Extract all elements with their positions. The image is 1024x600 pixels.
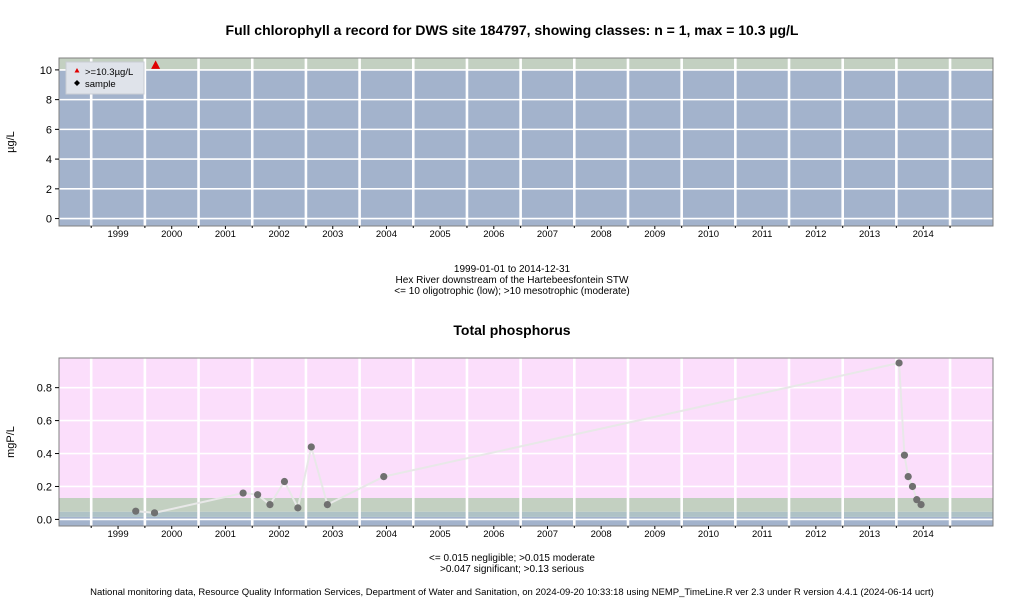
tp-series-line — [135, 361, 922, 514]
chl-x-tick-label: 2010 — [698, 229, 719, 240]
chl-y-tick-label: 2 — [46, 184, 52, 196]
tp-x-tick-label: 2012 — [805, 529, 826, 540]
chl-legend-label: sample — [85, 79, 116, 90]
tp-data-point — [917, 500, 925, 509]
chart1-caption-line: <= 10 oligotrophic (low); >10 mesotrophi… — [394, 286, 630, 297]
tp-y-tick-label: 0.2 — [37, 481, 52, 493]
chl-x-tick-label: 2008 — [591, 229, 612, 240]
tp-data-point — [380, 472, 388, 481]
tp-x-tick-label: 2010 — [698, 529, 719, 540]
chl-y-tick-label: 0 — [46, 214, 52, 226]
tp-y-tick-label: 0.6 — [37, 416, 52, 428]
chart2-caption-line: >0.047 significant; >0.13 serious — [440, 564, 584, 575]
chl-x-tick-label: 1999 — [107, 229, 128, 240]
tp-data-point — [323, 500, 331, 509]
tp-class-band — [59, 516, 993, 526]
chl-data-point — [151, 60, 161, 69]
tp-x-tick-label: 1999 — [107, 529, 128, 540]
chl-legend-label: >=10.3µg/L — [85, 67, 133, 78]
chl-x-tick-label: 2006 — [483, 229, 504, 240]
footer-credit: National monitoring data, Resource Quali… — [90, 587, 934, 598]
chl-y-tick-label: 8 — [46, 95, 52, 107]
chl-x-tick-label: 2009 — [644, 229, 665, 240]
tp-x-tick-label: 2004 — [376, 529, 397, 540]
tp-x-tick-label: 2014 — [913, 529, 934, 540]
tp-data-point — [239, 489, 247, 497]
tp-y-tick-label: 0.4 — [37, 449, 52, 461]
tp-x-tick-label: 2008 — [591, 529, 612, 540]
chl-y-tick-label: 10 — [40, 65, 52, 77]
tp-x-tick-label: 2003 — [322, 529, 343, 540]
chl-y-axis-label: µg/L — [5, 131, 17, 153]
tp-x-tick-label: 2013 — [859, 529, 880, 540]
chl-x-tick-label: 2002 — [269, 229, 290, 240]
chart2-caption: <= 0.015 negligible; >0.015 moderate >0.… — [0, 553, 1024, 575]
chl-y-tick-label: 4 — [46, 154, 52, 166]
tp-class-band — [59, 498, 993, 512]
chl-y-tick-label: 6 — [46, 124, 52, 136]
tp-data-point — [132, 507, 140, 515]
tp-x-tick-label: 2009 — [644, 529, 665, 540]
chl-x-tick-label: 2000 — [161, 229, 182, 240]
tp-data-point — [294, 504, 302, 512]
chl-legend-triangle-marker — [74, 68, 80, 73]
tp-x-tick-label: 2007 — [537, 529, 558, 540]
chl-x-tick-label: 2012 — [805, 229, 826, 240]
tp-data-point — [904, 472, 912, 481]
tp-data-point — [150, 509, 159, 517]
tp-x-tick-label: 2006 — [483, 529, 504, 540]
tp-x-tick-label: 2001 — [215, 529, 236, 540]
tp-x-tick-label: 2002 — [269, 529, 290, 540]
chl-class-band — [59, 69, 993, 227]
chart2-title: Total phosphorus — [453, 322, 571, 338]
tp-data-point — [908, 482, 917, 491]
chart1-caption: 1999-01-01 to 2014-12-31 Hex River downs… — [0, 264, 1024, 297]
tp-y-tick-label: 0.8 — [37, 383, 52, 395]
chl-x-tick-label: 2013 — [859, 229, 880, 240]
tp-y-axis-label: mgP/L — [5, 426, 17, 458]
chart1-caption-line: 1999-01-01 to 2014-12-31 — [453, 264, 571, 275]
tp-x-tick-label: 2005 — [430, 529, 451, 540]
chl-legend-diamond-marker — [74, 80, 80, 86]
tp-x-tick-label: 2000 — [161, 529, 182, 540]
chart1-caption-line: Hex River downstream of the Hartebeesfon… — [395, 275, 629, 286]
chl-x-tick-label: 2005 — [430, 229, 451, 240]
tp-data-point — [254, 491, 262, 499]
tp-data-point — [895, 359, 903, 367]
chl-x-tick-label: 2001 — [215, 229, 236, 240]
chl-class-band — [59, 58, 993, 70]
tp-plot-frame — [58, 357, 994, 527]
chl-x-tick-label: 2004 — [376, 229, 397, 240]
tp-data-point — [307, 443, 315, 451]
tp-x-tick-label: 2011 — [752, 529, 772, 540]
tp-data-point — [913, 496, 921, 504]
tp-data-point — [266, 500, 274, 509]
chl-x-tick-label: 2014 — [913, 229, 934, 240]
chl-plot-frame — [58, 57, 994, 227]
tp-data-point — [280, 477, 289, 486]
chl-x-tick-label: 2011 — [752, 229, 772, 240]
tp-data-point — [900, 451, 909, 459]
chart1-title: Full chlorophyll a record for DWS site 1… — [225, 22, 799, 38]
chart2-caption-line: <= 0.015 negligible; >0.015 moderate — [429, 553, 595, 564]
tp-class-band — [59, 358, 993, 498]
tp-y-tick-label: 0.0 — [37, 514, 52, 526]
chl-legend-box — [65, 61, 145, 95]
chl-x-tick-label: 2003 — [322, 229, 343, 240]
chl-x-tick-label: 2007 — [537, 229, 558, 240]
tp-class-band — [59, 511, 993, 517]
